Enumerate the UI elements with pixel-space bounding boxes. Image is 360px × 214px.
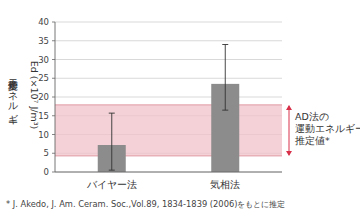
footnote: * J. Akedo, J. Am. Ceram. Soc.,Vol.89, 1… — [6, 199, 285, 209]
band-arrow — [289, 106, 290, 155]
category-label: バイヤー法 — [86, 179, 137, 190]
band-edge — [55, 155, 282, 156]
arrow-head — [286, 151, 292, 156]
plot-area — [55, 45, 282, 173]
tick-label: 40 — [38, 17, 49, 27]
tick-label: 35 — [38, 36, 49, 46]
band-label: 運動エネルギー — [295, 123, 360, 134]
grid-line — [55, 78, 282, 79]
y-axis — [55, 22, 56, 172]
band-label: 推定値* — [295, 135, 330, 146]
band-label: AD法の — [295, 111, 329, 122]
error-cap — [222, 110, 228, 111]
tick-label: 0 — [44, 167, 49, 177]
x-axis — [55, 172, 282, 173]
grid-line — [55, 97, 282, 98]
error-cap — [222, 44, 228, 45]
category-label: 気相法 — [210, 179, 240, 190]
y-axis-unit: Ed (×10⁷ J/m³) — [29, 61, 40, 129]
tick-label: 5 — [44, 148, 49, 158]
arrow-head — [286, 105, 292, 110]
band — [55, 105, 282, 156]
grid-line — [55, 59, 282, 60]
error-bar — [225, 45, 226, 111]
y-axis-title: 粒子変形エネルギー — [8, 73, 19, 125]
grid-line — [55, 22, 282, 23]
grid-line — [55, 172, 282, 173]
error-bar — [111, 113, 112, 170]
tick-label: 10 — [38, 130, 49, 140]
grid-line — [55, 40, 282, 41]
band-edge — [55, 104, 282, 105]
error-cap — [109, 170, 115, 171]
chart: 0510152025303540バイヤー法気相法AD法の運動エネルギー推定値*粒… — [0, 0, 360, 214]
error-cap — [109, 113, 115, 114]
